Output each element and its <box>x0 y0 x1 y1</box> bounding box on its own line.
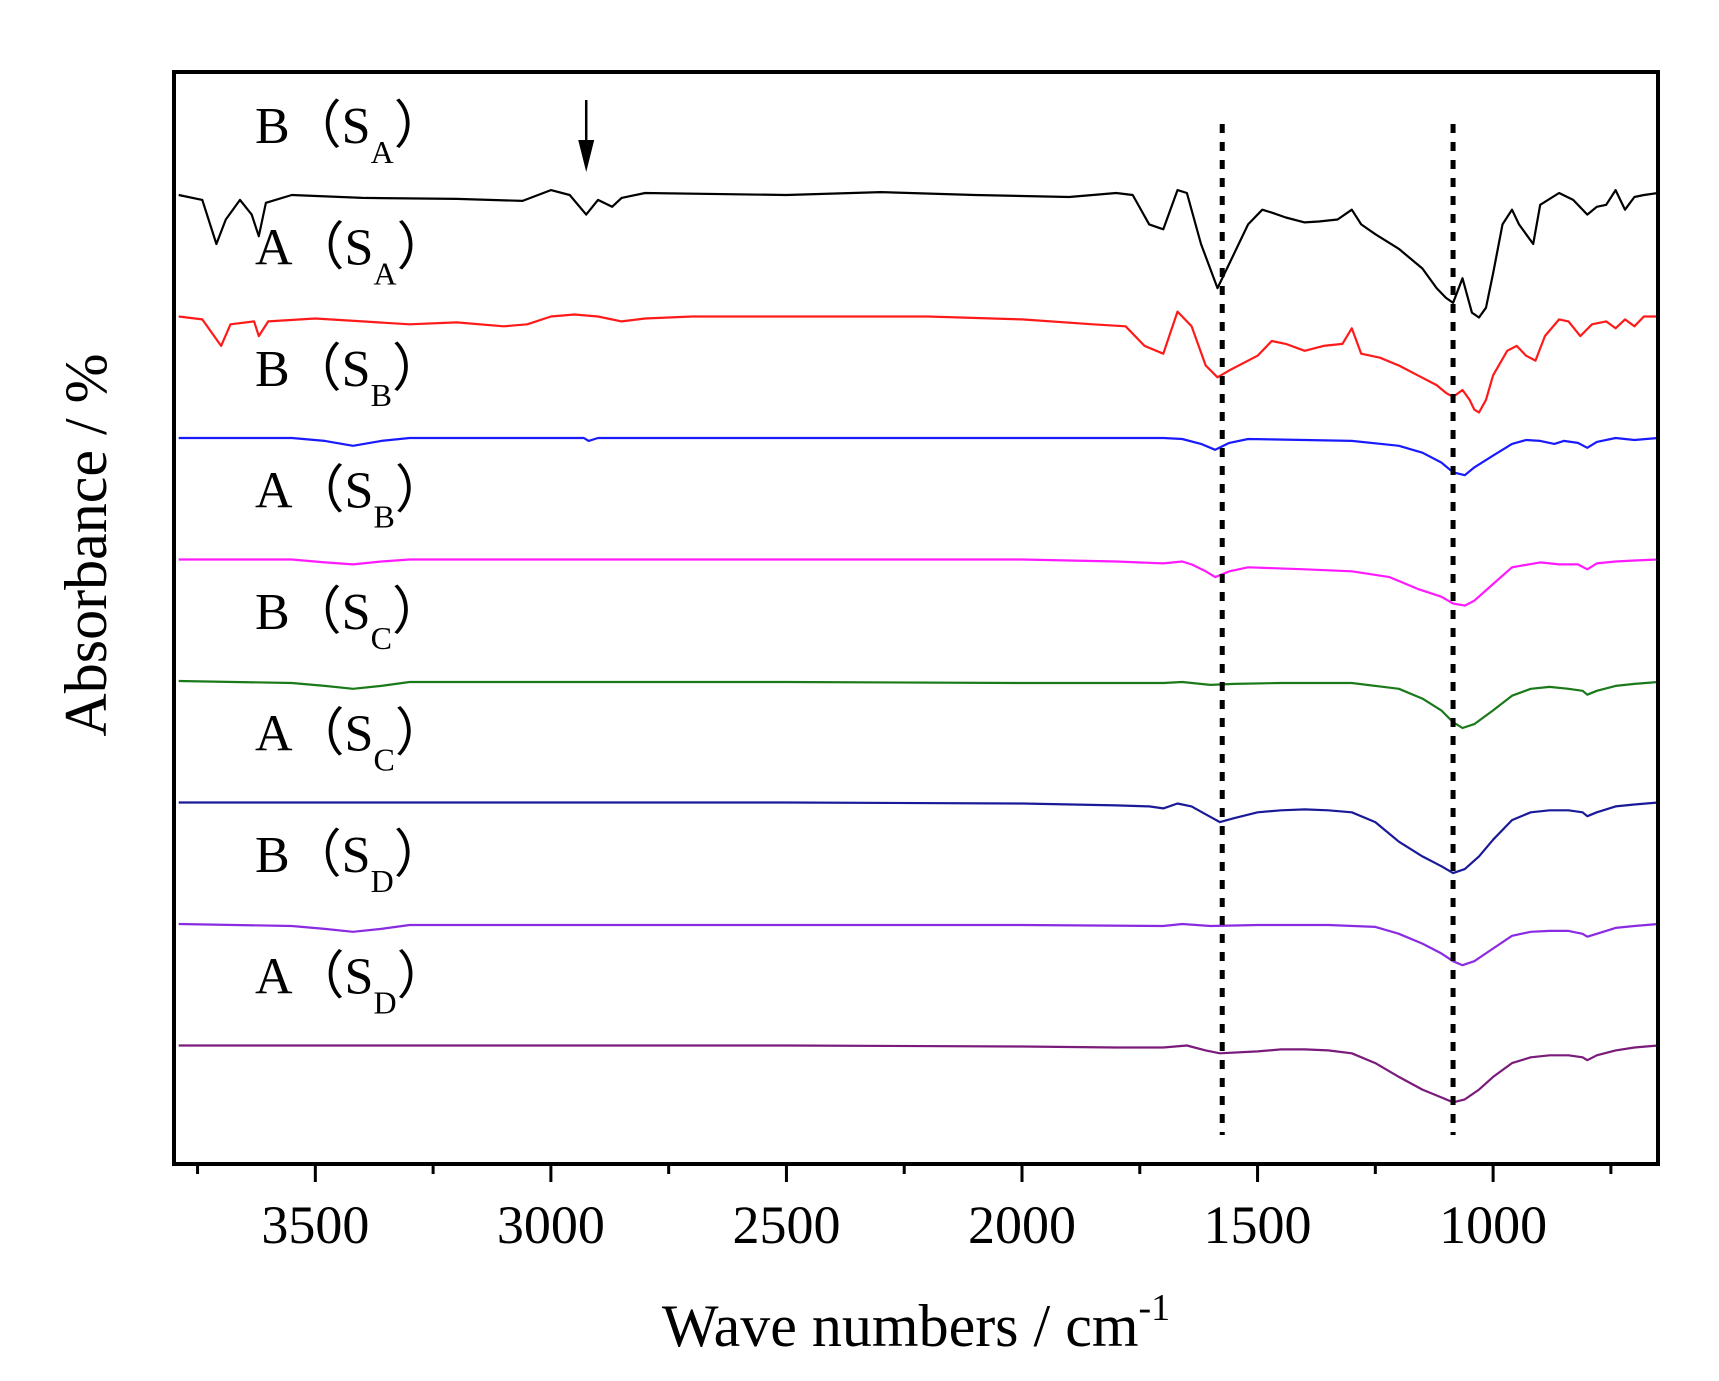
x-axis-title-superscript: -1 <box>1139 1287 1171 1329</box>
x-axis-ticks: 3500 3000 2500 2000 1500 1000 <box>196 1164 1613 1255</box>
series-line-7 <box>178 922 1659 967</box>
series-label-subscript: B <box>371 377 392 413</box>
series-label-main: A（S <box>255 949 373 1006</box>
series-label-close: ） <box>394 98 446 155</box>
series-label-close: ） <box>394 827 446 884</box>
x-tick-label-1000: 1000 <box>1439 1195 1547 1255</box>
series-label-close: ） <box>397 949 449 1006</box>
series-label-subscript: A <box>373 256 396 292</box>
series-label-3: B（SB） <box>255 341 444 413</box>
arrow-annotation-1 <box>578 100 595 172</box>
series-label-8: A（SD） <box>255 949 449 1021</box>
series-line-6 <box>178 801 1659 875</box>
reference-lines <box>1219 124 1456 1135</box>
series-label-subscript: C <box>371 620 392 656</box>
series-line-8 <box>178 1044 1659 1104</box>
x-tick-label-1500: 1500 <box>1204 1195 1312 1255</box>
series-label-main: A（S <box>255 463 373 520</box>
series-label-close: ） <box>392 584 444 641</box>
series-label-main: A（S <box>255 220 373 277</box>
plot-frame <box>172 70 1660 1166</box>
series-label-close: ） <box>395 463 447 520</box>
series-label-5: B（SC） <box>255 584 444 656</box>
x-axis-title: Wave numbers / cm-1 <box>662 1287 1170 1359</box>
series-labels: B（SA）A（SA）B（SB）A（SB）B（SC）A（SC）B（SD）A（SD） <box>255 98 449 1021</box>
series-label-main: B（S <box>255 98 371 155</box>
x-axis-title-text: Wave numbers / cm <box>662 1293 1139 1359</box>
series-layer <box>178 189 1659 1104</box>
series-label-subscript: C <box>373 742 394 778</box>
series-label-6: A（SC） <box>255 706 447 778</box>
series-label-main: B（S <box>255 341 371 398</box>
series-line-3 <box>178 436 1659 477</box>
x-tick-label-3000: 3000 <box>497 1195 605 1255</box>
series-label-1: B（SA） <box>255 98 446 170</box>
series-label-subscript: A <box>371 134 394 170</box>
series-label-main: A（S <box>255 706 373 763</box>
x-tick-label-2000: 2000 <box>968 1195 1076 1255</box>
series-line-4 <box>178 558 1659 607</box>
series-label-subscript: B <box>373 499 394 535</box>
series-label-4: A（SB） <box>255 463 447 535</box>
series-label-main: B（S <box>255 584 371 641</box>
series-label-subscript: D <box>373 985 396 1021</box>
series-label-2: A（SA） <box>255 220 449 292</box>
x-tick-label-2500: 2500 <box>732 1195 840 1255</box>
series-line-2 <box>178 310 1658 414</box>
series-label-7: B（SD） <box>255 827 446 899</box>
series-label-close: ） <box>395 706 447 763</box>
y-axis-title: Absorbance / % <box>53 353 119 736</box>
series-label-subscript: D <box>371 863 394 899</box>
series-label-main: B（S <box>255 827 371 884</box>
annotations <box>578 100 595 172</box>
series-line-5 <box>178 679 1659 730</box>
x-tick-label-3500: 3500 <box>261 1195 369 1255</box>
series-line-1 <box>178 189 1659 319</box>
series-label-close: ） <box>397 220 449 277</box>
arrow-head <box>578 140 595 172</box>
series-label-close: ） <box>392 341 444 398</box>
